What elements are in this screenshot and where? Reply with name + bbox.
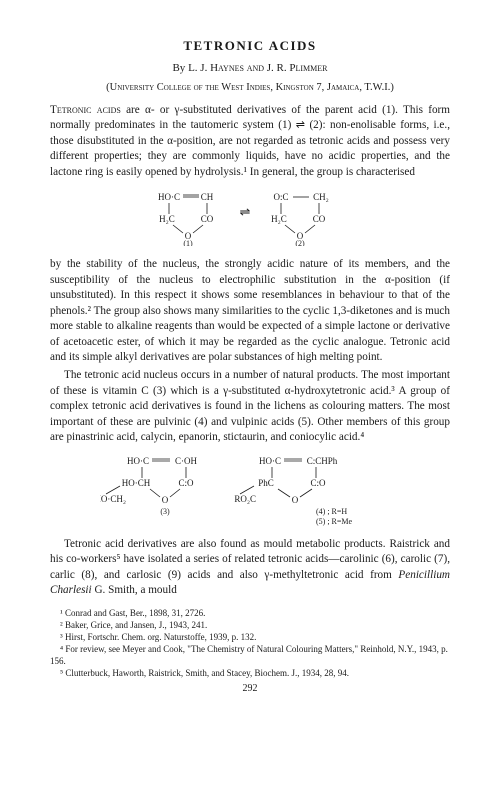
svg-text:(5) ; R=Me: (5) ; R=Me: [316, 517, 353, 526]
svg-text:C·OH: C·OH: [175, 456, 197, 466]
svg-text:O: O: [162, 495, 169, 505]
footnote-4: ⁴ For review, see Meyer and Cook, "The C…: [50, 643, 450, 667]
paragraph-2: by the stability of the nucleus, the str…: [50, 257, 450, 365]
footnote-1: ¹ Conrad and Gast, Ber., 1898, 31, 2726.: [50, 607, 450, 619]
para4c: G. Smith, a mould: [92, 584, 177, 596]
paragraph-4: Tetronic acid derivatives are also found…: [50, 537, 450, 599]
page-number: 292: [50, 683, 450, 694]
svg-text:HO·CH: HO·CH: [122, 478, 151, 488]
svg-text:(4) ; R=H: (4) ; R=H: [316, 507, 347, 516]
byline-by: By: [172, 62, 188, 74]
svg-text:C:O: C:O: [310, 478, 326, 488]
affiliation: (University College of the West Indies, …: [50, 82, 450, 93]
footnote-3: ³ Hirst, Fortschr. Chem. org. Naturstoff…: [50, 631, 450, 643]
svg-text:C:O: C:O: [178, 478, 194, 488]
svg-text:H₂C: H₂C: [271, 214, 287, 224]
footnotes: ¹ Conrad and Gast, Ber., 1898, 31, 2726.…: [50, 607, 450, 680]
svg-text:HO·CH₂: HO·CH₂: [100, 494, 126, 504]
paragraph-3: The tetronic acid nucleus occurs in a nu…: [50, 368, 450, 445]
authors: L. J. Haynes and J. R. Plimmer: [188, 62, 327, 74]
svg-text:PhC: PhC: [258, 478, 274, 488]
paragraph-1: Tetronic acids are α- or γ-substituted d…: [50, 103, 450, 180]
chemical-diagram-2: HO·C C·OH HO·CH C:O O HO·CH₂ (3) HO·C C:…: [50, 452, 450, 531]
diagram-1-svg: HO·C CH H₂C CO O (1) ⇌ O:C CH₂ H₂C CO: [145, 186, 355, 246]
svg-text:CH: CH: [201, 192, 214, 202]
footnote-5: ⁵ Clutterbuck, Haworth, Raistrick, Smith…: [50, 667, 450, 679]
byline: By L. J. Haynes and J. R. Plimmer: [50, 62, 450, 74]
svg-text:HO·C: HO·C: [127, 456, 149, 466]
svg-text:O:C: O:C: [273, 192, 288, 202]
para4a: Tetronic acid derivatives are also found…: [50, 538, 450, 581]
chemical-diagram-1: HO·C CH H₂C CO O (1) ⇌ O:C CH₂ H₂C CO: [50, 186, 450, 251]
article-title: TETRONIC ACIDS: [50, 38, 450, 54]
svg-text:(3): (3): [160, 507, 170, 516]
svg-text:CO: CO: [201, 214, 214, 224]
svg-text:HO·C: HO·C: [158, 192, 180, 202]
svg-text:(2): (2): [295, 239, 305, 246]
svg-text:O: O: [292, 495, 299, 505]
para1-lead: Tetronic acids: [50, 104, 121, 116]
svg-text:(1): (1): [183, 239, 193, 246]
page-container: TETRONIC ACIDS By L. J. Haynes and J. R.…: [0, 0, 500, 714]
svg-text:CH₂: CH₂: [313, 192, 329, 202]
svg-text:HO·C: HO·C: [259, 456, 281, 466]
svg-text:CO: CO: [313, 214, 326, 224]
svg-text:H₂C: H₂C: [159, 214, 175, 224]
svg-text:C:CHPh: C:CHPh: [307, 456, 338, 466]
diagram-2-svg: HO·C C·OH HO·CH C:O O HO·CH₂ (3) HO·C C:…: [100, 452, 400, 526]
svg-text:⇌: ⇌: [240, 204, 251, 219]
svg-text:RO₂C: RO₂C: [234, 494, 256, 504]
footnote-2: ² Baker, Grice, and Jansen, J., 1943, 24…: [50, 619, 450, 631]
